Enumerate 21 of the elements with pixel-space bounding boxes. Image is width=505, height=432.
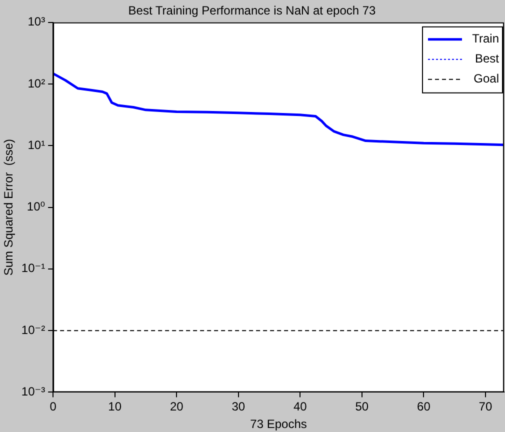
x-tick-label: 20 xyxy=(170,400,184,414)
x-tick-label: 30 xyxy=(232,400,246,414)
x-tick-label: 50 xyxy=(355,400,369,414)
x-tick-label: 0 xyxy=(50,400,57,414)
x-tick-label: 70 xyxy=(478,400,492,414)
x-axis-title: 73 Epochs xyxy=(250,417,307,432)
y-tick-label: 10⁻¹ xyxy=(21,261,46,276)
y-tick-label: 10² xyxy=(28,76,46,90)
y-axis-title: Sum Squared Error (sse) xyxy=(2,138,16,276)
legend-label: Best xyxy=(474,52,500,66)
x-tick-label: 60 xyxy=(417,400,431,414)
legend-label: Train xyxy=(472,32,499,46)
y-tick-label: 10¹ xyxy=(28,138,46,152)
x-tick-label: 40 xyxy=(293,400,308,414)
legend-label: Goal xyxy=(474,72,499,86)
y-tick-label: 10⁻³ xyxy=(21,384,46,399)
chart-title: Best Training Performance is NaN at epoch 73 xyxy=(128,4,376,18)
y-tick-label: 10⁰ xyxy=(26,200,46,214)
y-tick-label: 10³ xyxy=(28,14,46,29)
x-tick-label: 10 xyxy=(108,400,122,414)
y-tick-label: 10⁻² xyxy=(21,322,46,337)
